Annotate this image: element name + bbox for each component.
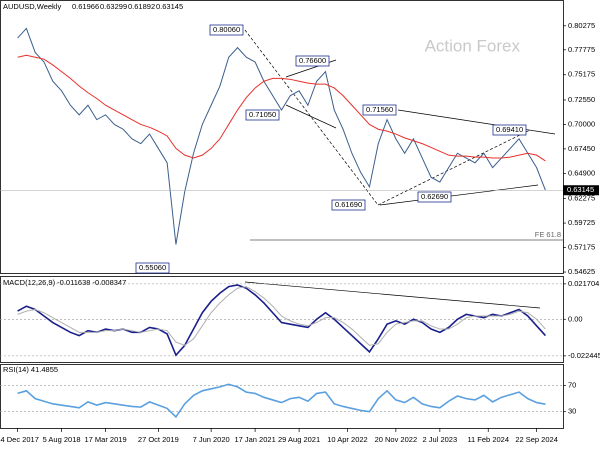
main-frame bbox=[0, 0, 564, 274]
ohlc-open: 0.61966 bbox=[72, 2, 99, 11]
x-tick-label: 27 Oct 2019 bbox=[138, 435, 179, 444]
line-rsi bbox=[17, 383, 546, 419]
line-ma bbox=[17, 54, 546, 162]
annotation-box bbox=[295, 55, 330, 67]
y-tick-label: 0.62275 bbox=[568, 194, 595, 203]
x-tick-label: 17 Jan 2021 bbox=[234, 435, 275, 444]
annotation: 0.55060 bbox=[139, 263, 166, 272]
ohlc-low: 0.61892 bbox=[128, 2, 155, 11]
y-tick-label: 30 bbox=[568, 407, 576, 416]
y-tick-label: 0.75175 bbox=[568, 70, 595, 79]
ohlc-close: 0.63145 bbox=[156, 2, 183, 11]
annotation: 0.76600 bbox=[299, 56, 326, 65]
annotation-box bbox=[417, 191, 452, 203]
annotation-box bbox=[209, 24, 244, 36]
last-price-box bbox=[563, 185, 599, 196]
x-tick-label: 5 Aug 2018 bbox=[43, 435, 81, 444]
y-tick-label: 0.00 bbox=[568, 314, 583, 323]
fe-label: FE 61.8 bbox=[535, 230, 561, 239]
annotation: 0.71050 bbox=[249, 110, 276, 119]
x-tick-label: 7 Jun 2020 bbox=[193, 435, 230, 444]
y-tick-label: 0.80275 bbox=[568, 21, 595, 30]
x-tick-label: 2 Jul 2023 bbox=[423, 435, 458, 444]
rsi-frame bbox=[0, 364, 564, 429]
last-price-label: 0.63145 bbox=[567, 185, 594, 194]
annotation-box bbox=[331, 199, 366, 211]
x-tick-label: 20 Nov 2022 bbox=[375, 435, 418, 444]
annotation: 0.80060 bbox=[213, 25, 240, 34]
x-tick-label: 11 Feb 2024 bbox=[467, 435, 509, 444]
annotation: 0.61690 bbox=[335, 200, 362, 209]
ohlc-high: 0.63299 bbox=[100, 2, 127, 11]
annotation: 0.71560 bbox=[366, 105, 393, 114]
annotation: 0.69410 bbox=[496, 125, 523, 134]
line-close bbox=[17, 27, 546, 245]
line-signal bbox=[17, 286, 546, 346]
macd-title: MACD(12,26,9) -0.011638 -0.008347 bbox=[3, 278, 126, 287]
x-tick-label: 17 Mar 2019 bbox=[85, 435, 127, 444]
watermark: Action Forex bbox=[425, 36, 521, 55]
y-tick-label: -0.022445 bbox=[568, 351, 600, 360]
y-tick-label: 70 bbox=[568, 381, 576, 390]
annotation-box bbox=[245, 109, 280, 121]
y-tick-label: 0.021704 bbox=[568, 279, 599, 288]
annotation-box bbox=[362, 104, 397, 116]
symbol: AUDUSD,Weekly bbox=[3, 2, 61, 11]
y-tick-label: 0.70000 bbox=[568, 119, 595, 128]
y-tick-label: 0.64900 bbox=[568, 168, 595, 177]
y-tick-label: 0.77775 bbox=[568, 45, 595, 54]
x-tick-label: 10 Apr 2022 bbox=[327, 435, 367, 444]
annotation-box bbox=[492, 124, 527, 136]
trend-lines bbox=[244, 29, 556, 309]
rsi-title: RSI(14) 41.4855 bbox=[3, 365, 58, 374]
y-tick-label: 0.57175 bbox=[568, 243, 595, 252]
line-macd bbox=[17, 284, 547, 357]
y-tick-label: 0.72550 bbox=[568, 95, 595, 104]
y-tick-label: 0.59725 bbox=[568, 218, 595, 227]
x-tick-label: 24 Dec 2017 bbox=[0, 435, 39, 444]
y-tick-label: 0.54625 bbox=[568, 267, 595, 276]
x-tick-label: 29 Aug 2021 bbox=[278, 435, 320, 444]
y-tick-label: 0.67450 bbox=[568, 144, 595, 153]
annotation-box bbox=[135, 262, 170, 274]
annotation: 0.62690 bbox=[421, 192, 448, 201]
x-tick-label: 22 Sep 2024 bbox=[515, 435, 558, 444]
